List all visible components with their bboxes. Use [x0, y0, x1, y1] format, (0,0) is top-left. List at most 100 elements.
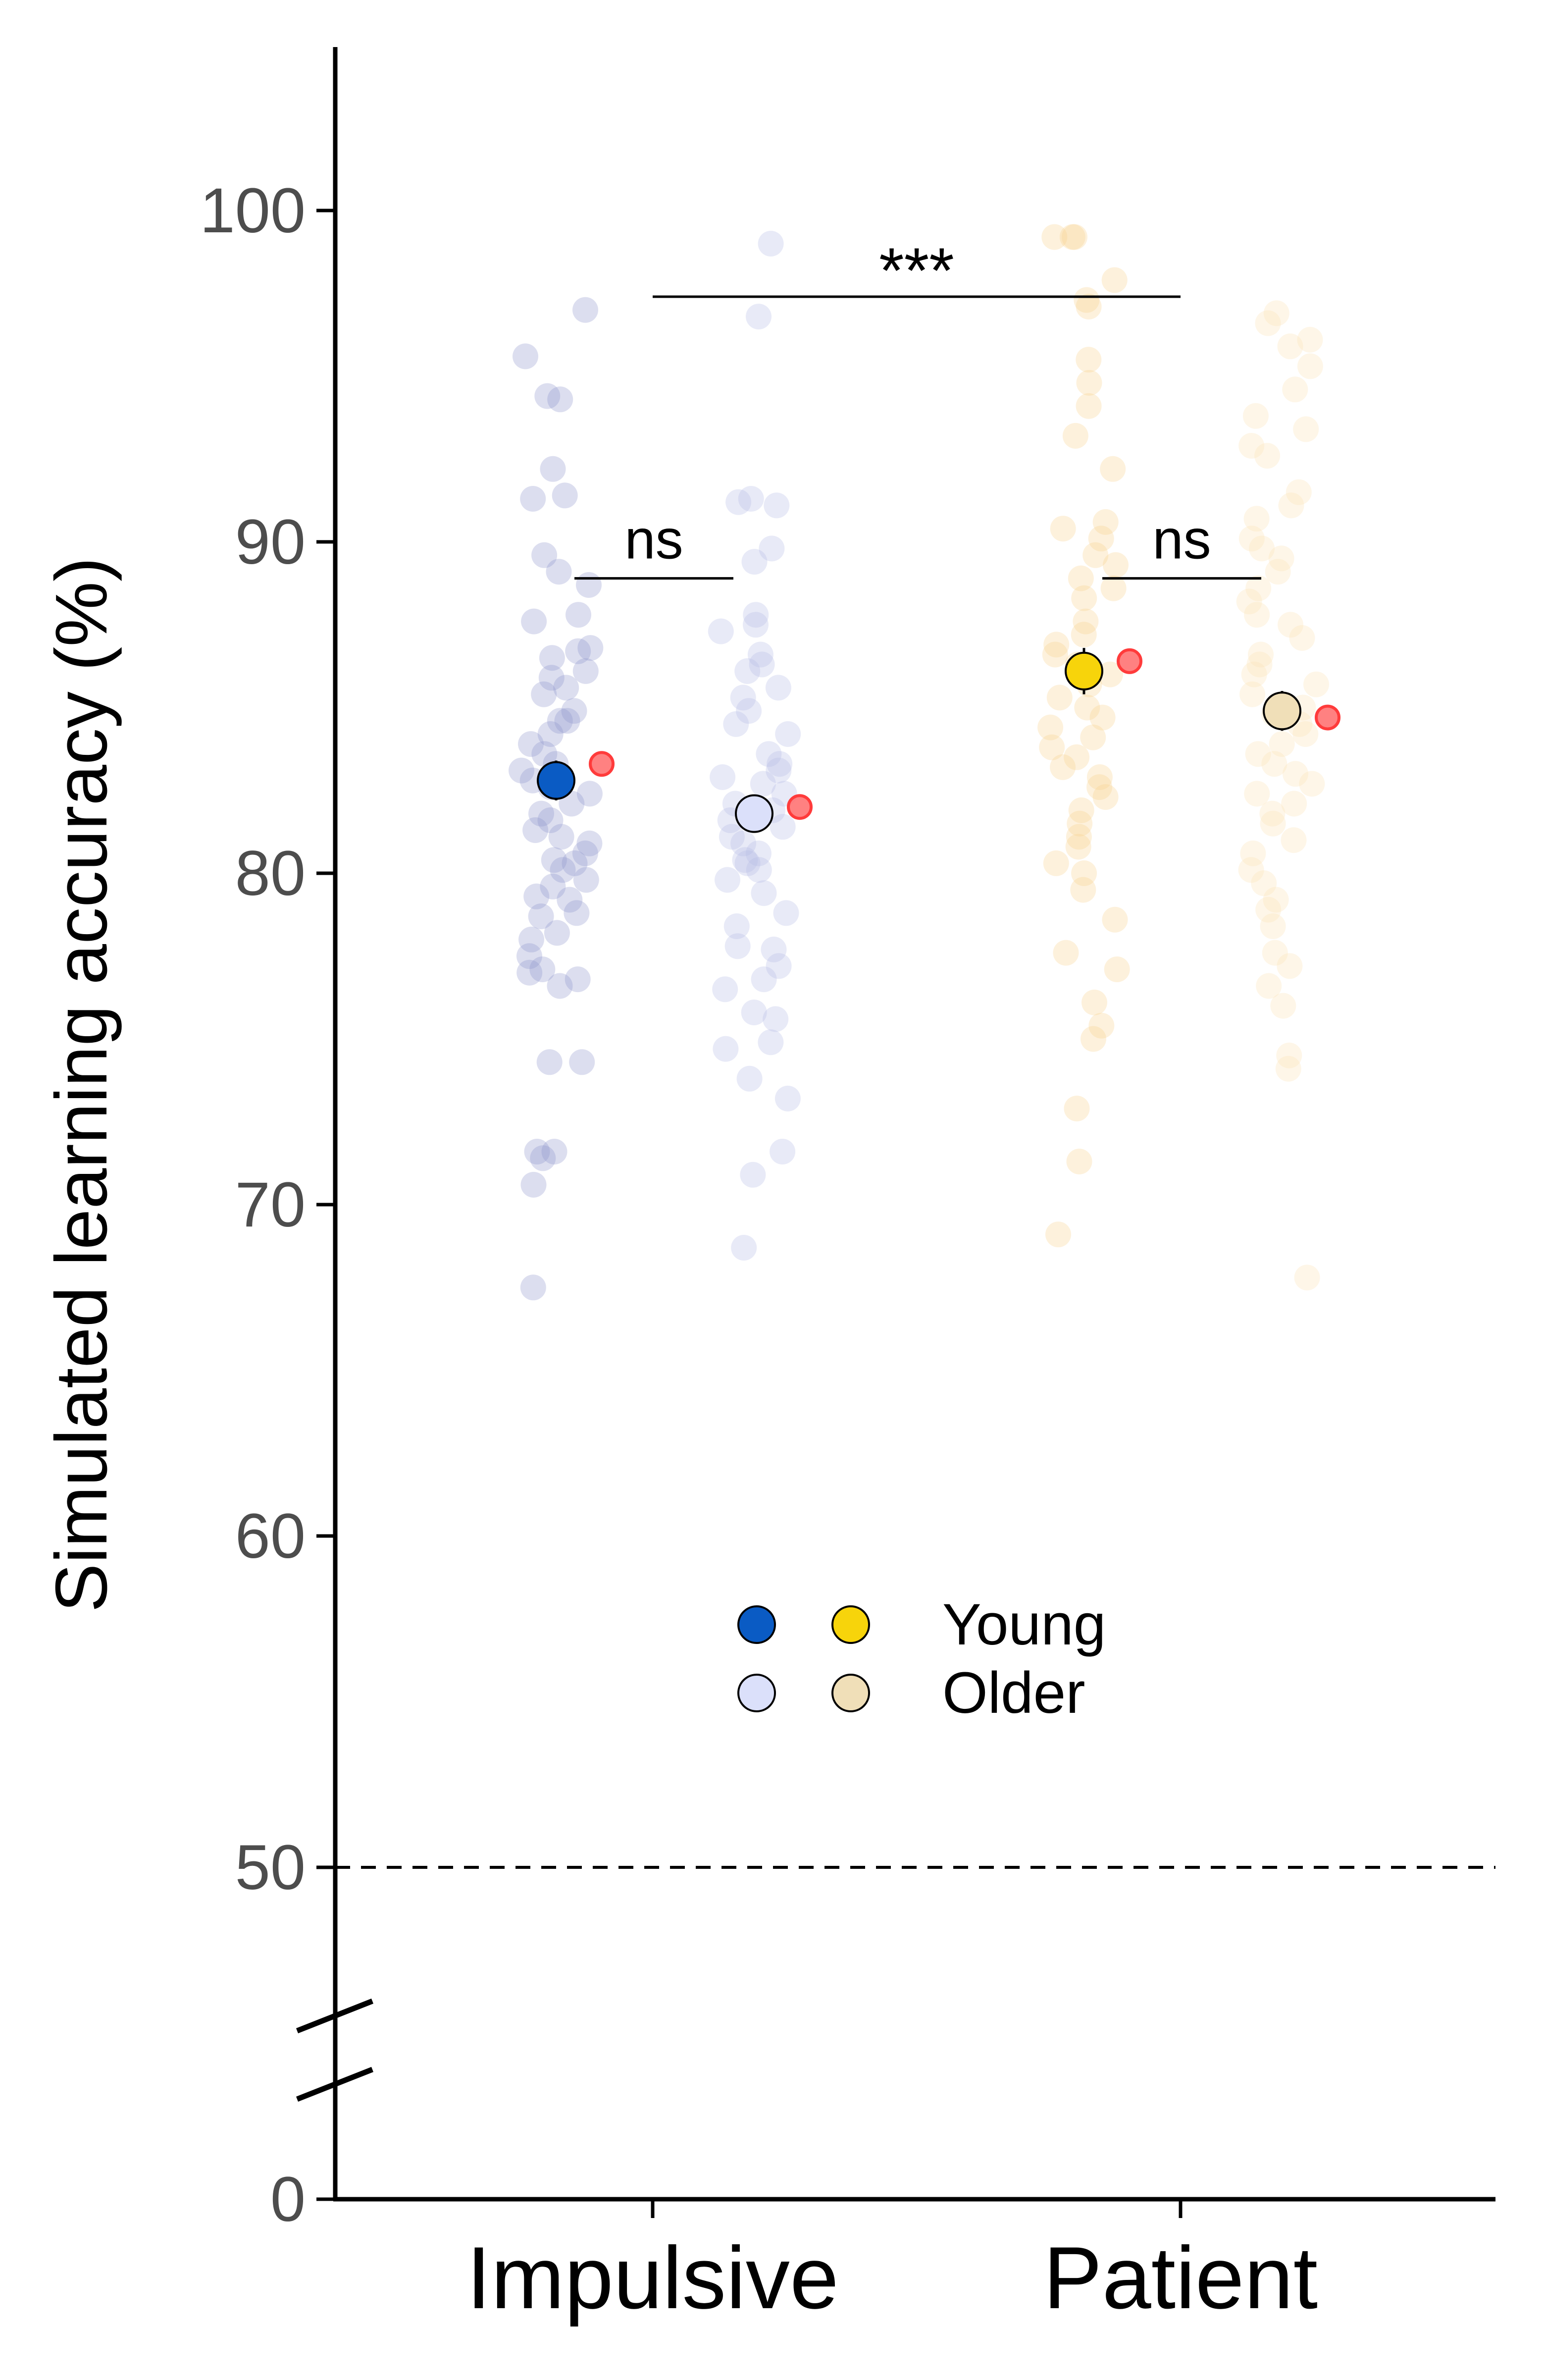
data-point: [1046, 685, 1073, 711]
data-point: [725, 489, 752, 515]
data-point: [731, 1235, 757, 1261]
data-point: [1261, 751, 1288, 777]
data-point: [1255, 310, 1281, 336]
data-point: [1260, 810, 1286, 837]
data-point: [1242, 403, 1269, 429]
data-point: [1251, 870, 1277, 897]
data-point: [715, 867, 740, 893]
data-point: [564, 900, 590, 926]
data-point: [730, 685, 756, 711]
data-point: [741, 549, 768, 575]
data-point: [1045, 1221, 1071, 1248]
significance-layer: *** ns ns: [574, 234, 1261, 580]
data-point: [516, 943, 542, 969]
data-point: [1086, 764, 1113, 790]
data-point: [1074, 694, 1100, 721]
data-point: [531, 681, 557, 707]
data-point: [750, 771, 776, 797]
data-point: [1236, 588, 1262, 615]
data-point: [547, 973, 573, 999]
data-point: [741, 1000, 767, 1025]
data-point: [572, 297, 598, 323]
mean-marker: [1263, 691, 1301, 731]
data-point: [734, 658, 761, 684]
data-point: [1076, 370, 1102, 396]
data-point: [765, 675, 791, 701]
data-point: [534, 383, 561, 409]
legend-marker: [831, 1674, 870, 1712]
legend-marker: [737, 1605, 776, 1644]
data-point: [520, 1171, 547, 1198]
data-point: [1269, 731, 1295, 757]
axis-break-mark: [296, 2066, 374, 2102]
data-point: [740, 1162, 766, 1188]
data-point: [1080, 724, 1106, 750]
data-point: [770, 1139, 796, 1164]
data-point: [775, 721, 801, 747]
data-point: [1068, 797, 1094, 823]
data-point: [1303, 671, 1329, 697]
data-point: [758, 230, 784, 257]
data-point: [1292, 721, 1319, 747]
y-tick-label: 0: [270, 2164, 306, 2235]
data-point: [1073, 608, 1099, 635]
data-point: [548, 824, 574, 850]
data-point: [747, 641, 773, 668]
data-point: [547, 386, 573, 413]
data-point: [1071, 622, 1097, 648]
data-point: [1076, 347, 1102, 373]
data-point: [1088, 526, 1114, 552]
y-axis-label: Simulated learning accuracy (%): [41, 557, 122, 1612]
data-point: [528, 903, 554, 929]
data-point: [1076, 294, 1102, 319]
data-point: [1071, 860, 1097, 886]
data-point: [1088, 1012, 1115, 1039]
data-point: [1064, 1096, 1090, 1121]
mean-marker: [537, 761, 575, 800]
data-point: [572, 658, 599, 684]
data-point: [710, 764, 736, 790]
data-point: [719, 824, 745, 850]
significance-label: ns: [1152, 509, 1211, 571]
data-point: [1268, 545, 1294, 572]
data-point: [1086, 774, 1113, 800]
y-tick-label: 50: [235, 1832, 306, 1903]
data-point: [1281, 791, 1307, 817]
y-tick-label: 80: [235, 838, 306, 909]
data-point: [1074, 287, 1100, 313]
data-point: [1240, 840, 1266, 866]
data-point: [738, 486, 764, 512]
data-point: [1070, 877, 1096, 903]
data-point: [547, 708, 573, 734]
data-point: [1102, 906, 1128, 933]
data-point: [1263, 887, 1289, 913]
significance-label: ***: [879, 234, 954, 307]
data-point: [1050, 754, 1076, 780]
legend-label: Older: [942, 1660, 1085, 1726]
data-point: [1265, 559, 1291, 585]
data-point: [523, 883, 550, 909]
legend-label: Young: [942, 1592, 1106, 1657]
data-point: [1248, 641, 1274, 668]
data-point: [1076, 393, 1102, 419]
mean-marker: [735, 794, 773, 833]
data-point: [576, 781, 603, 807]
data-point: [516, 959, 543, 986]
data-point: [531, 542, 558, 568]
data-point: [764, 492, 790, 519]
data-point: [774, 1085, 801, 1111]
data-point: [541, 847, 567, 873]
data-point: [1103, 552, 1129, 578]
data-point: [763, 1006, 789, 1032]
data-point: [1082, 989, 1107, 1015]
data-point: [562, 850, 588, 876]
data-point: [1293, 416, 1319, 442]
data-point: [1042, 641, 1068, 668]
data-point: [770, 814, 796, 840]
data-point: [1064, 744, 1090, 770]
data-point: [518, 731, 544, 757]
data-point: [520, 486, 546, 512]
data-point: [544, 920, 570, 946]
data-point: [1277, 333, 1303, 360]
data-point: [730, 830, 757, 856]
